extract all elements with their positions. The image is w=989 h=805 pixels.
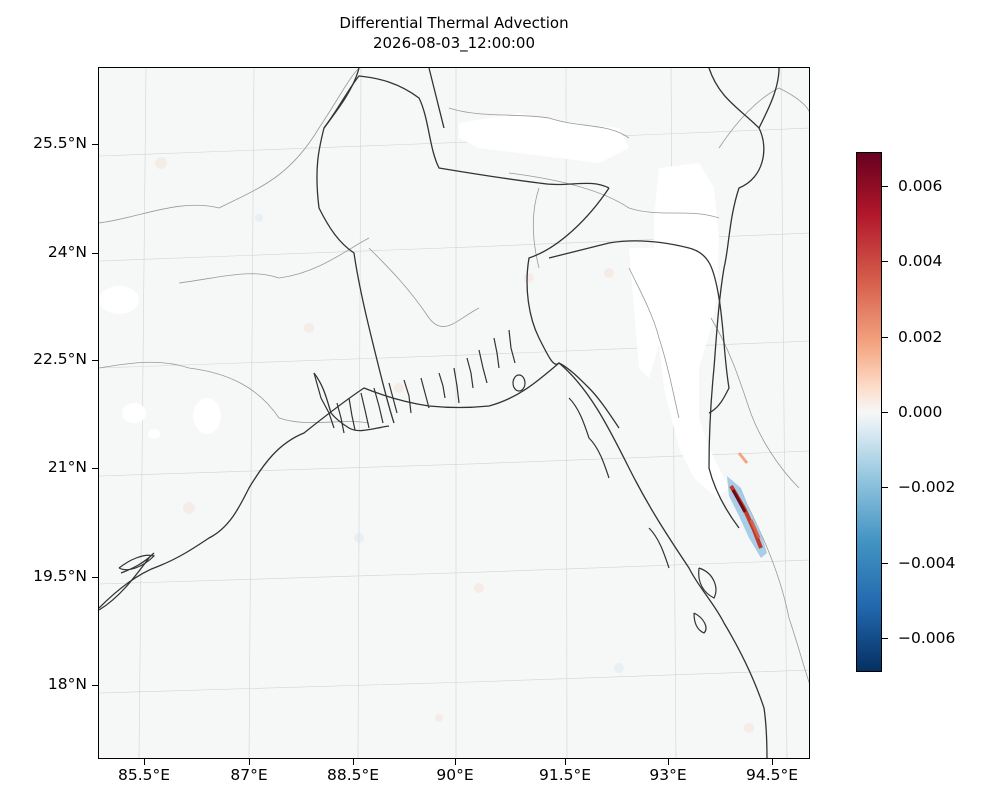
lon-tick-label: 85.5°E bbox=[117, 766, 171, 784]
lat-tick-label: 25.5°N bbox=[33, 134, 87, 152]
anomaly-streak bbox=[727, 452, 767, 558]
lon-tick-label: 93°E bbox=[649, 766, 687, 784]
map-canvas bbox=[99, 68, 809, 758]
plot-subtitle: 2026-08-03_12:00:00 bbox=[372, 34, 536, 52]
lon-tick-mark bbox=[455, 759, 456, 765]
lat-tick-label: 21°N bbox=[47, 458, 87, 476]
lon-tick-label: 87°E bbox=[230, 766, 268, 784]
colorbar-tick-mark bbox=[882, 261, 888, 263]
colorbar-tick-label: 0.004 bbox=[898, 252, 943, 271]
coastline bbox=[99, 68, 780, 758]
plot-title: Differential Thermal Advection bbox=[339, 14, 569, 32]
field-noise bbox=[155, 157, 754, 733]
colorbar bbox=[856, 152, 882, 672]
lon-tick-mark bbox=[353, 759, 354, 765]
map-panel bbox=[98, 67, 810, 759]
colorbar-tick-label: −0.006 bbox=[898, 629, 956, 648]
lon-tick-mark bbox=[772, 759, 773, 765]
state-boundaries bbox=[99, 68, 809, 684]
colorbar-tick-label: 0.000 bbox=[898, 403, 943, 421]
lon-tick-label: 90°E bbox=[436, 766, 474, 784]
delta-coastline bbox=[118, 329, 717, 634]
lat-tick-mark bbox=[92, 360, 98, 361]
lat-tick-mark bbox=[92, 577, 98, 578]
lat-tick-mark bbox=[92, 253, 98, 254]
colorbar-tick-label: 0.006 bbox=[898, 176, 943, 195]
colorbar-tick-mark bbox=[882, 185, 888, 187]
lon-tick-mark bbox=[249, 759, 250, 765]
lon-tick-label: 94.5°E bbox=[745, 766, 799, 784]
colorbar-tick-mark bbox=[882, 412, 888, 413]
lat-tick-label: 19.5°N bbox=[33, 567, 87, 585]
colorbar-tick-mark bbox=[882, 487, 888, 489]
lon-tick-label: 88.5°E bbox=[326, 766, 380, 784]
colorbar-tick-mark bbox=[882, 336, 888, 338]
colorbar-tick-mark bbox=[882, 638, 888, 640]
lon-tick-mark bbox=[668, 759, 669, 765]
lon-tick-mark bbox=[565, 759, 566, 765]
colorbar-tick-mark bbox=[882, 562, 888, 564]
lat-tick-mark bbox=[92, 144, 98, 145]
lat-tick-label: 18°N bbox=[47, 675, 87, 693]
colorbar-tick-label: −0.004 bbox=[898, 553, 956, 572]
lon-tick-label: 91.5°E bbox=[538, 766, 592, 784]
colorbar-tick-label: 0.002 bbox=[898, 327, 943, 346]
lat-tick-mark bbox=[92, 685, 98, 686]
missing-data-patches bbox=[99, 113, 729, 498]
lat-tick-label: 22.5°N bbox=[33, 350, 87, 368]
colorbar-tick-label: −0.002 bbox=[898, 478, 956, 497]
lat-tick-mark bbox=[92, 468, 98, 469]
lat-tick-label: 24°N bbox=[47, 243, 87, 261]
lon-tick-mark bbox=[144, 759, 145, 765]
